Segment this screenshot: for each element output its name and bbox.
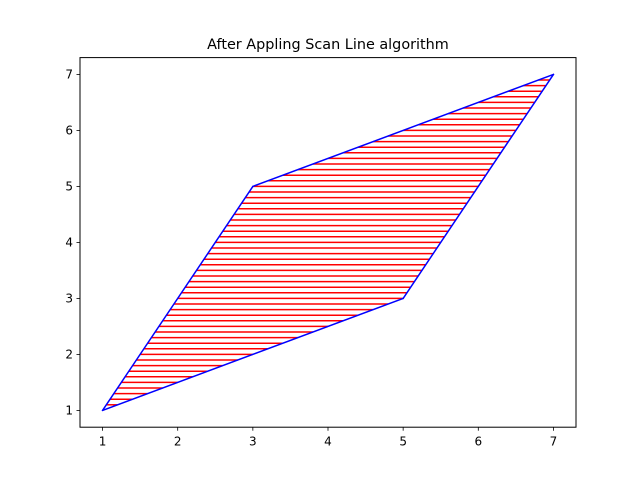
scan-lines-group <box>106 79 550 406</box>
x-tick-label: 5 <box>399 435 407 449</box>
x-tick-label: 4 <box>324 435 332 449</box>
polygon-edge <box>101 185 254 412</box>
y-tick-label: 1 <box>65 404 73 418</box>
polygon-edge <box>252 73 555 188</box>
y-axis: 1 2 3 4 5 6 7 <box>65 68 80 418</box>
chart-title: After Appling Scan Line algorithm <box>207 37 449 53</box>
polygon-edge <box>101 297 404 412</box>
x-tick-label: 7 <box>550 435 558 449</box>
x-tick-label: 3 <box>249 435 257 449</box>
y-tick-label: 3 <box>65 292 73 306</box>
x-tick-label: 1 <box>99 435 107 449</box>
y-tick-label: 6 <box>65 124 73 138</box>
y-tick-label: 4 <box>65 236 73 250</box>
x-axis: 1 2 3 4 5 6 7 <box>99 427 558 449</box>
y-tick-label: 7 <box>65 68 73 82</box>
x-tick-label: 2 <box>174 435 182 449</box>
polygon-edges-group <box>101 73 555 412</box>
y-tick-label: 5 <box>65 180 73 194</box>
x-tick-label: 6 <box>474 435 482 449</box>
y-tick-label: 2 <box>65 348 73 362</box>
polygon-edge <box>402 73 555 300</box>
